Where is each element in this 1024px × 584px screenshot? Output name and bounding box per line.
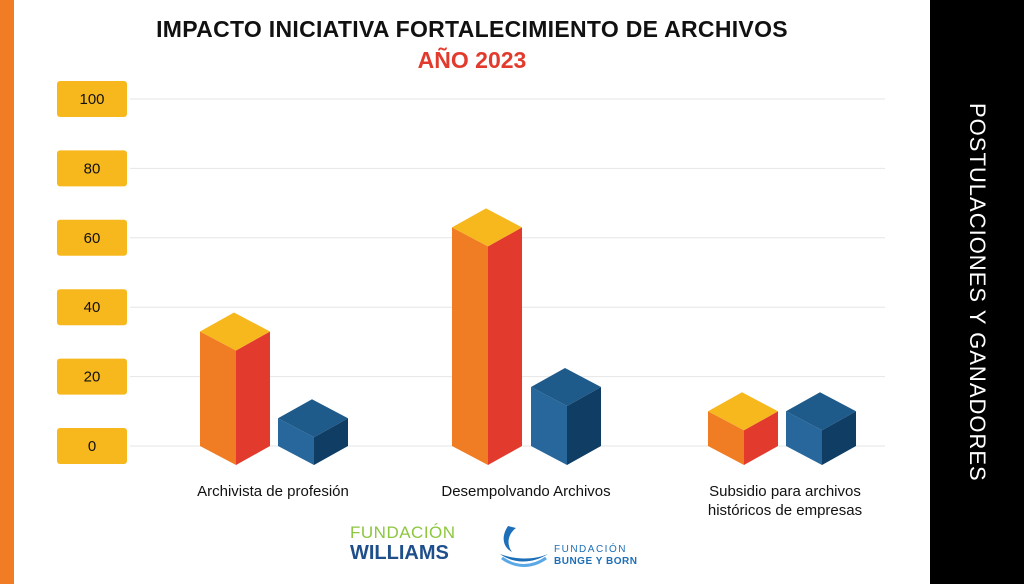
- bar-chart: 0 20 40 60 80 100 Archivista de profesión Desem…: [57, 81, 885, 519]
- bar-side-face: [822, 411, 856, 465]
- ytick-label: 60: [84, 230, 101, 247]
- logo-fundacion-williams: FUNDACIÓN WILLIAMS: [350, 524, 456, 563]
- bar-front-face: [786, 411, 822, 465]
- ytick-label: 100: [79, 91, 104, 108]
- bar-side-face: [488, 227, 522, 465]
- bar-side-face: [314, 418, 348, 465]
- bar-top-face: [708, 392, 778, 431]
- ytick-label: 20: [84, 369, 101, 386]
- logo-bunge-line1: FUNDACIÓN: [554, 544, 627, 555]
- ytick-badge: [57, 428, 127, 464]
- bar-top-face: [278, 399, 348, 438]
- bar-side-face: [567, 387, 601, 465]
- category-label: Archivista de profesión: [197, 483, 349, 500]
- bar-side-face: [744, 411, 778, 465]
- ytick-label: 40: [84, 299, 101, 316]
- logo-bunge-line2: BUNGE Y BORN: [554, 556, 638, 567]
- bar-front-face: [708, 411, 744, 465]
- bar-top-face: [786, 392, 856, 431]
- bar-front-face: [200, 331, 236, 465]
- ytick-label: 80: [84, 160, 101, 177]
- bar-top-face: [531, 368, 601, 407]
- bar-front-face: [452, 227, 488, 465]
- ytick-badge: [57, 289, 127, 326]
- category-label: Subsidio para archivos: [709, 483, 861, 500]
- chart-subtitle: AÑO 2023: [417, 47, 527, 73]
- ytick-badge: [57, 219, 127, 256]
- ytick-label: 0: [88, 438, 96, 455]
- logo-williams-line1: FUNDACIÓN: [350, 523, 456, 542]
- category-label: Desempolvando Archivos: [441, 483, 610, 500]
- right-side-panel: [930, 0, 1024, 584]
- bunge-wave-icon: [500, 526, 548, 567]
- left-accent-stripe: [0, 0, 14, 584]
- logo-fundacion-bunge-y-born: FUNDACIÓN BUNGE Y BORN: [498, 524, 658, 570]
- bar-top-face: [452, 208, 522, 247]
- ytick-badge: [57, 358, 127, 395]
- chart-title: IMPACTO INICIATIVA FORTALECIMIENTO DE AR…: [156, 16, 788, 42]
- category-label: históricos de empresas: [708, 502, 862, 519]
- bar-side-face: [236, 331, 270, 465]
- bar-front-face: [531, 387, 567, 465]
- logo-williams-line2: WILLIAMS: [350, 542, 449, 564]
- bar-front-face: [278, 418, 314, 465]
- side-label: POSTULACIONES Y GANADORES: [965, 102, 990, 482]
- bar-top-face: [200, 312, 270, 351]
- ytick-badge: [57, 81, 127, 117]
- ytick-badge: [57, 150, 127, 187]
- side-label-container: POSTULACIONES Y GANADORES: [930, 0, 1024, 584]
